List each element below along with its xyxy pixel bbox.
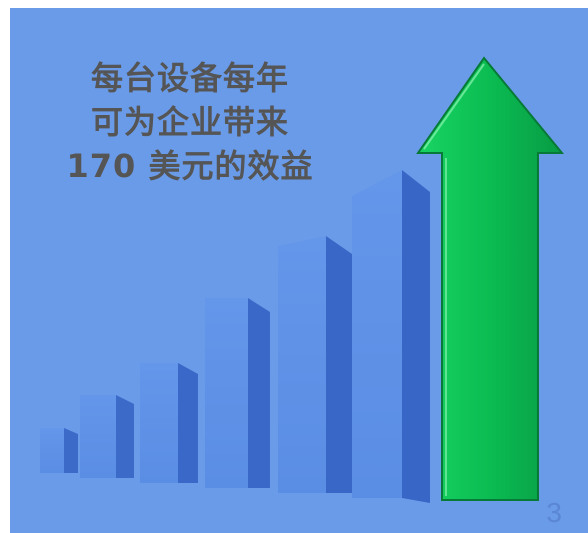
headline-line-2: 可为企业带来 [90, 103, 289, 141]
bar-2-front [80, 395, 116, 478]
bar-5-front [278, 236, 326, 493]
bar-6-front [352, 170, 402, 498]
bar-4-front [205, 298, 248, 488]
growth-illustration [40, 56, 565, 503]
up-arrow-icon [416, 56, 565, 501]
headline-line-1: 每台设备每年 [90, 59, 289, 97]
headline: 每台设备每年 可为企业带来 170 美元的效益 [40, 56, 340, 188]
ascending-bars-icon [40, 170, 430, 503]
bar-3-side [178, 363, 198, 483]
bar-6-side [402, 170, 430, 503]
bar-1-side [64, 428, 78, 473]
bar-4-side [248, 298, 270, 488]
slide-panel: 每台设备每年 可为企业带来 170 美元的效益 3 [10, 8, 588, 533]
page-number: 3 [546, 497, 562, 528]
headline-line-3: 170 美元的效益 [66, 147, 314, 185]
bar-2-side [116, 395, 134, 478]
bar-5-side [326, 236, 352, 493]
bar-1-front [40, 428, 64, 473]
bar-3-front [140, 363, 178, 483]
